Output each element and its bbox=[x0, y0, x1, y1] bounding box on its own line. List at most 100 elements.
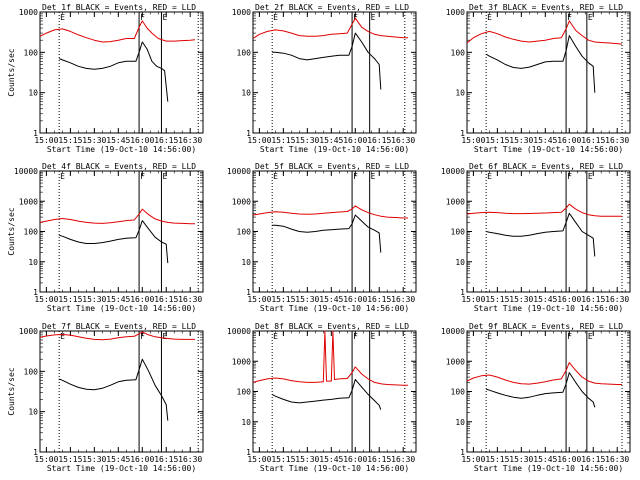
y-tick-label: 100 bbox=[24, 48, 39, 57]
panel-6: Det 6f BLACK = Events, RED = LLD 1 10 100 10… bbox=[441, 162, 631, 313]
x-tick-label: 15:15 bbox=[58, 455, 82, 464]
panel-title: Det 8f BLACK = Events, RED = LLD bbox=[255, 322, 409, 331]
x-tick-label: 16:00 bbox=[130, 136, 154, 145]
marker-label: F bbox=[140, 172, 145, 181]
x-tick-label: 15:45 bbox=[533, 455, 557, 464]
marker-label: F bbox=[353, 172, 358, 181]
series-line-events bbox=[271, 379, 382, 410]
marker-label: F bbox=[567, 332, 572, 341]
x-axis-label: Start Time (19-Oct-10 14:56:00) bbox=[47, 304, 196, 313]
x-tick-label: 16:15 bbox=[367, 136, 391, 145]
x-tick-label: 15:00 bbox=[34, 455, 58, 464]
y-tick-label: 1 bbox=[246, 288, 251, 297]
y-tick-label: 10 bbox=[241, 89, 251, 98]
x-tick-label: 15:30 bbox=[82, 295, 106, 304]
y-tick-label: 1000 bbox=[446, 197, 465, 206]
x-axis-label: Start Time (19-Oct-10 14:56:00) bbox=[260, 304, 409, 313]
y-tick-label: 100 bbox=[237, 228, 252, 237]
series-line-lld bbox=[252, 205, 408, 219]
y-tick-label: 1000 bbox=[19, 8, 38, 17]
plot-frame bbox=[466, 330, 631, 453]
y-tick-label: 1 bbox=[33, 129, 38, 138]
x-tick-label: 15:30 bbox=[509, 295, 533, 304]
panel-2: Det 2f BLACK = Events, RED = LLD 1 10 100 10… bbox=[232, 3, 417, 154]
series-line-lld bbox=[39, 331, 195, 341]
x-tick-label: 15:45 bbox=[319, 295, 343, 304]
x-tick-label: 15:45 bbox=[106, 136, 130, 145]
x-tick-label: 16:15 bbox=[367, 455, 391, 464]
x-tick-label: 15:15 bbox=[485, 455, 509, 464]
panel-title: Det 7f BLACK = Events, RED = LLD bbox=[42, 322, 196, 331]
x-tick-label: 15:45 bbox=[106, 455, 130, 464]
series-line-events bbox=[58, 358, 169, 421]
marker-label: E bbox=[273, 13, 278, 22]
marker-label: E bbox=[273, 172, 278, 181]
x-tick-label: 15:00 bbox=[247, 455, 271, 464]
x-tick-label: 15:15 bbox=[485, 295, 509, 304]
y-tick-label: 1 bbox=[246, 129, 251, 138]
x-tick-label: 16:00 bbox=[130, 455, 154, 464]
marker-label: F bbox=[140, 332, 145, 341]
y-tick-label: 10 bbox=[28, 258, 38, 267]
marker-label: F bbox=[567, 13, 572, 22]
y-tick-label: 1000 bbox=[232, 197, 251, 206]
x-tick-label: 15:00 bbox=[461, 136, 485, 145]
marker-label: E bbox=[371, 172, 376, 181]
x-tick-label: 15:00 bbox=[461, 455, 485, 464]
x-axis-label: Start Time (19-Oct-10 14:56:00) bbox=[474, 304, 623, 313]
x-axis-label: Start Time (19-Oct-10 14:56:00) bbox=[47, 145, 196, 154]
x-tick-label: 15:15 bbox=[271, 455, 295, 464]
marker-label: F bbox=[353, 13, 358, 22]
series-line-events bbox=[272, 32, 382, 90]
panel-7: Det 7f BLACK = Events, RED = LLD 1 10 100 10… bbox=[7, 322, 204, 473]
panel-9: Det 9f BLACK = Events, RED = LLD 1 10 100 10… bbox=[441, 322, 631, 473]
y-tick-label: 100 bbox=[451, 48, 466, 57]
panel-title: Det 1f BLACK = Events, RED = LLD bbox=[42, 3, 196, 12]
y-tick-label: 10 bbox=[455, 89, 465, 98]
x-tick-label: 15:30 bbox=[295, 295, 319, 304]
x-tick-label: 16:30 bbox=[605, 455, 629, 464]
marker-label: F bbox=[140, 13, 145, 22]
x-tick-label: 16:30 bbox=[605, 136, 629, 145]
panel-8: Det 8f BLACK = Events, RED = LLD 1 10 100 10… bbox=[227, 322, 417, 473]
y-tick-label: 10000 bbox=[441, 167, 465, 176]
marker-label: F bbox=[567, 172, 572, 181]
y-tick-label: 10 bbox=[455, 258, 465, 267]
series-line-lld bbox=[39, 208, 195, 225]
y-tick-label: 10 bbox=[455, 418, 465, 427]
x-axis-label: Start Time (19-Oct-10 14:56:00) bbox=[474, 145, 623, 154]
y-tick-label: 1000 bbox=[446, 357, 465, 366]
y-tick-label: 1 bbox=[33, 448, 38, 457]
marker-label: E bbox=[588, 172, 593, 181]
x-tick-label: 15:30 bbox=[82, 455, 106, 464]
marker-label: E bbox=[162, 332, 167, 341]
y-tick-label: 1000 bbox=[446, 8, 465, 17]
series-line-events bbox=[485, 35, 596, 93]
marker-label: E bbox=[588, 13, 593, 22]
y-tick-label: 100 bbox=[237, 388, 252, 397]
panel-title: Det 4f BLACK = Events, RED = LLD bbox=[42, 162, 196, 171]
panel-title: Det 6f BLACK = Events, RED = LLD bbox=[469, 162, 623, 171]
y-axis-label: Counts/sec bbox=[7, 207, 16, 255]
y-tick-label: 100 bbox=[24, 228, 39, 237]
y-tick-label: 10000 bbox=[14, 167, 38, 176]
plot-frame bbox=[252, 11, 417, 134]
marker-label: E bbox=[60, 172, 65, 181]
x-tick-label: 16:00 bbox=[343, 295, 367, 304]
series-line-lld bbox=[466, 203, 622, 217]
panel-4: Det 4f BLACK = Events, RED = LLD 1 10 100 10… bbox=[7, 162, 204, 313]
x-axis-label: Start Time (19-Oct-10 14:56:00) bbox=[47, 464, 196, 473]
marker-label: E bbox=[371, 332, 376, 341]
x-tick-label: 15:30 bbox=[509, 455, 533, 464]
x-tick-label: 16:15 bbox=[367, 295, 391, 304]
panel-title: Det 3f BLACK = Events, RED = LLD bbox=[469, 3, 623, 12]
x-tick-label: 16:00 bbox=[557, 295, 581, 304]
plot-frame bbox=[39, 170, 204, 293]
x-tick-label: 15:15 bbox=[271, 295, 295, 304]
plot-frame bbox=[39, 330, 204, 453]
marker-label: E bbox=[487, 13, 492, 22]
panel-title: Det 5f BLACK = Events, RED = LLD bbox=[255, 162, 409, 171]
x-tick-label: 15:00 bbox=[247, 136, 271, 145]
x-tick-label: 15:45 bbox=[533, 136, 557, 145]
x-tick-label: 16:00 bbox=[343, 455, 367, 464]
